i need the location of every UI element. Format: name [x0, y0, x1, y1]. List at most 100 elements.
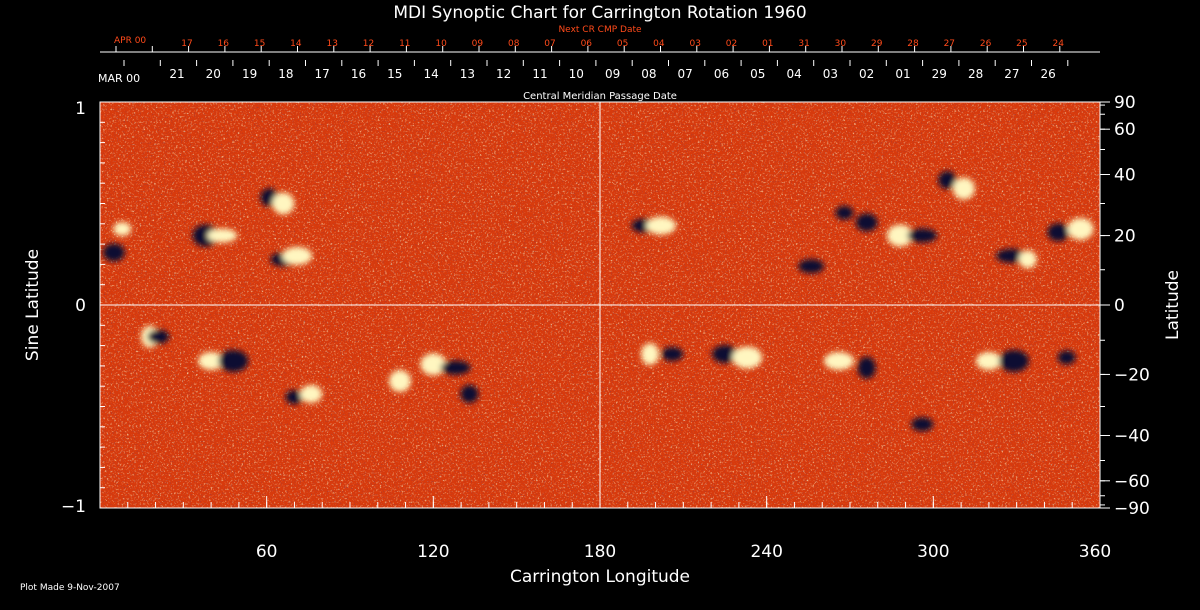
active-region-negative [102, 243, 125, 262]
cmp-date-label: 17 [315, 67, 330, 81]
cmp-date-label: 03 [823, 67, 838, 81]
active-region-positive [1018, 250, 1037, 269]
next-cr-date-label: 16 [218, 39, 230, 49]
active-region-negative [855, 213, 878, 232]
active-region-positive [975, 351, 1002, 370]
y-left-tick-label: −1 [61, 497, 86, 517]
cmp-date-label: 27 [1004, 67, 1019, 81]
active-region-negative [192, 224, 219, 247]
active-region-positive [887, 224, 913, 247]
active-region-negative [911, 417, 934, 432]
cmp-date-label: 12 [496, 67, 511, 81]
next-cr-date-label: 05 [617, 39, 628, 49]
cmp-axis-label: Central Meridian Passage Date [523, 91, 677, 102]
next-cr-date-label: 25 [1016, 39, 1027, 49]
active-region-negative [661, 347, 684, 362]
cmp-date-label: 14 [423, 67, 438, 81]
next-cr-date-label: 17 [181, 39, 192, 49]
cmp-date-label: 01 [895, 67, 910, 81]
cmp-date-label: 07 [678, 67, 693, 81]
cmp-date-label: 13 [460, 67, 475, 81]
x-tick-label: 360 [1079, 542, 1111, 562]
y-right-tick-label: 0 [1114, 296, 1125, 316]
active-region-negative [857, 356, 876, 379]
cmp-date-label: 20 [206, 67, 221, 81]
next-cr-date-label: 01 [762, 39, 773, 49]
y-axis-left-ticks: 1 0 −1 [61, 99, 110, 517]
active-region-negative [996, 248, 1027, 263]
next-cr-date-label: 12 [363, 39, 374, 49]
y-right-tick-label: 40 [1114, 166, 1136, 186]
active-region-positive [732, 346, 763, 369]
cmp-date-label: 09 [605, 67, 620, 81]
active-region-positive [420, 353, 447, 376]
x-tick-label: 240 [750, 542, 782, 562]
cmp-date-label: 19 [242, 67, 257, 81]
x-tick-label: 60 [256, 542, 278, 562]
active-region-negative [285, 390, 304, 405]
y-right-tick-label: −20 [1114, 365, 1150, 385]
y-right-tick-label: −40 [1114, 426, 1150, 446]
x-axis-label: Carrington Longitude [510, 567, 690, 587]
active-region-negative [907, 228, 938, 243]
active-region-positive [952, 177, 975, 200]
active-region-positive [300, 384, 323, 403]
next-cr-date-label: 02 [726, 39, 737, 49]
active-region-negative [1057, 350, 1076, 365]
active-region-negative [938, 171, 957, 190]
x-tick-label: 300 [917, 542, 949, 562]
next-cr-date-label: 31 [798, 39, 809, 49]
y-left-tick-label: 0 [75, 296, 86, 316]
cmp-date-label: 08 [641, 67, 656, 81]
next-cr-date-label: 14 [290, 39, 302, 49]
active-region-positive [641, 343, 659, 366]
active-region-negative [998, 349, 1029, 372]
y-left-tick-label: 1 [75, 99, 86, 119]
next-cr-date-label: 15 [254, 39, 265, 49]
active-region-negative [460, 384, 479, 403]
next-cr-axis-label: Next CR CMP Date [558, 25, 642, 35]
next-cr-date-label: 06 [581, 39, 593, 49]
cmp-date-label: 16 [351, 67, 366, 81]
cmp-date-label: 04 [786, 67, 801, 81]
next-cr-date-label: 03 [689, 39, 700, 49]
next-cr-date-label: 07 [544, 39, 555, 49]
cmp-date-label: 21 [169, 67, 184, 81]
cmp-month-label: MAR 00 [98, 72, 140, 85]
cmp-date-label: 15 [387, 67, 402, 81]
y-axis-right-label: Latitude [1163, 270, 1183, 340]
active-region-positive [198, 351, 225, 370]
active-regions [102, 171, 1094, 432]
active-region-positive [646, 216, 677, 235]
next-cr-date-label: 24 [1052, 39, 1064, 49]
cmp-date-label: 28 [968, 67, 983, 81]
cmp-date-label: 29 [932, 67, 947, 81]
cmp-date-label: 06 [714, 67, 729, 81]
plot-made-note: Plot Made 9-Nov-2007 [20, 583, 120, 593]
y-axis-left-label: Sine Latitude [23, 249, 43, 361]
next-cr-date-label: 13 [326, 39, 337, 49]
x-tick-label: 180 [584, 542, 616, 562]
active-region-negative [712, 345, 738, 364]
next-cr-date-label: 26 [980, 39, 992, 49]
next-cr-date-label: 30 [835, 39, 847, 49]
y-right-tick-label: 20 [1114, 227, 1136, 247]
next-cr-date-label: 29 [871, 39, 883, 49]
y-axis-right-ticks: 90 60 40 20 0 −20 −40 −60 −90 [1100, 93, 1150, 519]
active-region-positive [207, 228, 238, 243]
next-cr-date-label: 09 [472, 39, 484, 49]
active-region-negative [835, 205, 854, 220]
active-region-positive [389, 370, 411, 393]
x-axis-ticks: 60 120 180 240 300 360 [127, 496, 1111, 562]
next-cr-month-label: APR 00 [114, 36, 146, 46]
chart-title: MDI Synoptic Chart for Carrington Rotati… [393, 3, 806, 23]
next-cr-ticks: 17 16 15 14 13 12 11 10 09 08 07 06 05 04 03 02 01 31 30 29… [115, 39, 1064, 52]
cmp-date-label: 10 [569, 67, 584, 81]
cmp-date-label: 02 [859, 67, 874, 81]
cmp-date-label: 26 [1041, 67, 1056, 81]
next-cr-date-label: 11 [399, 39, 410, 49]
y-right-tick-label: −60 [1114, 472, 1150, 492]
next-cr-date-label: 04 [653, 39, 665, 49]
y-right-tick-label: 90 [1114, 93, 1136, 113]
